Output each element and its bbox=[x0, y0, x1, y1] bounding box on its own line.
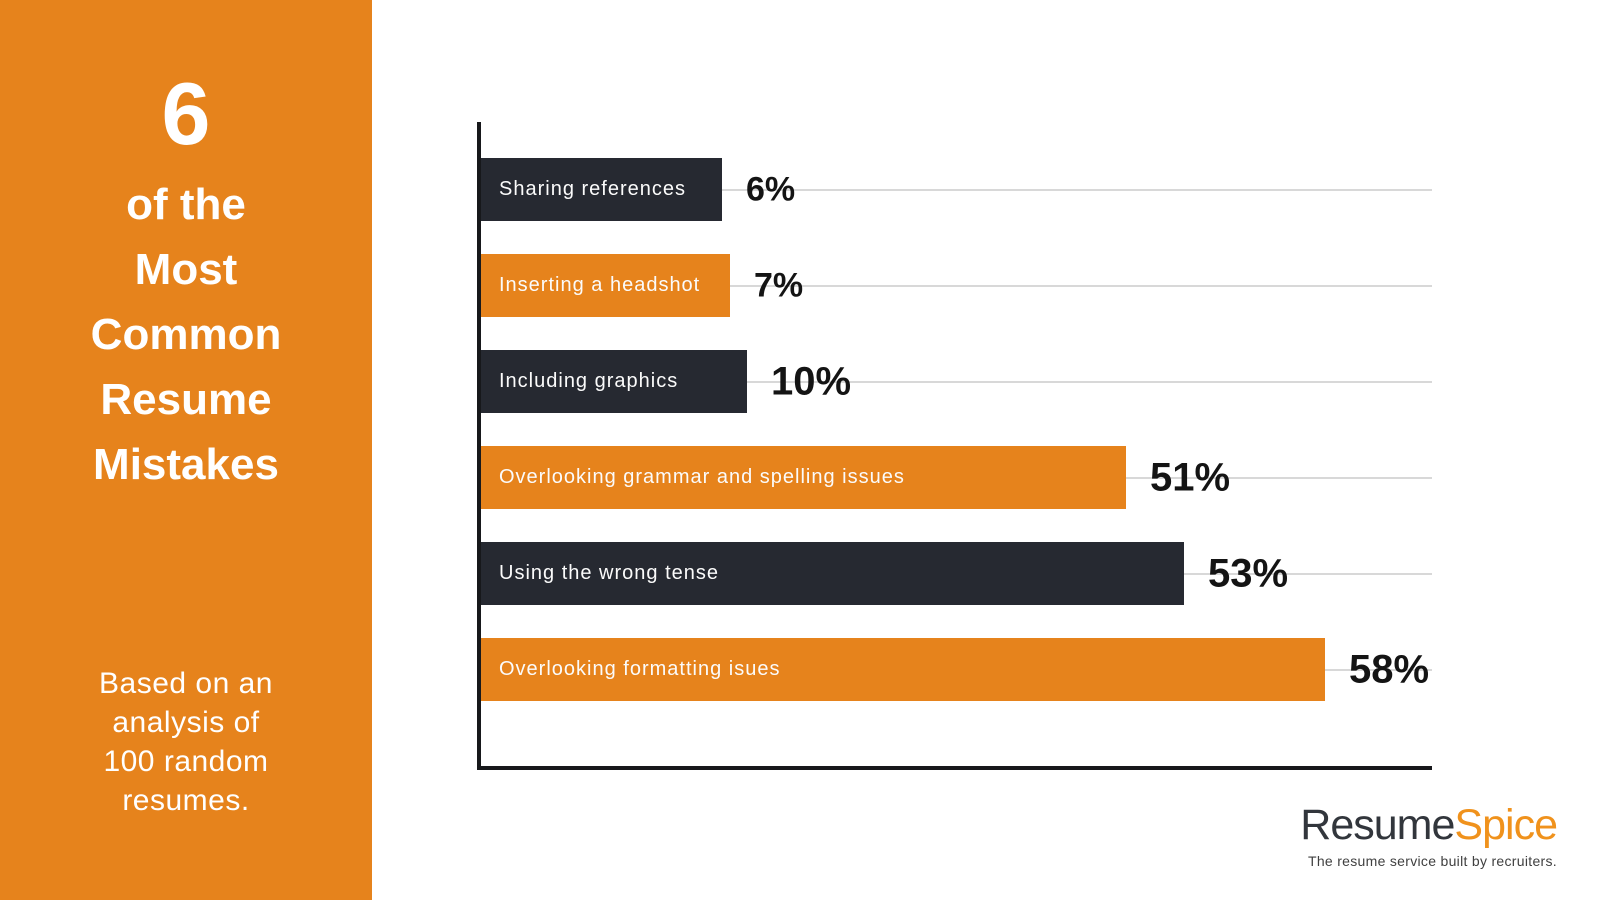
bar: Sharing references bbox=[481, 158, 722, 221]
bar-category-label: Sharing references bbox=[499, 178, 686, 200]
bar-row: Overlooking formatting isues 58% bbox=[481, 638, 1432, 701]
bar: Overlooking grammar and spelling issues bbox=[481, 446, 1126, 509]
big-number: 6 bbox=[161, 64, 211, 163]
brand-tagline: The resume service built by recruiters. bbox=[1307, 853, 1557, 870]
bar: Overlooking formatting isues bbox=[481, 638, 1325, 701]
bar-value-label: 51% bbox=[1150, 455, 1231, 499]
bar-row: Sharing references 6% bbox=[481, 158, 1432, 221]
bar: Using the wrong tense bbox=[481, 542, 1184, 605]
bar-value-label: 6% bbox=[746, 170, 796, 208]
text-line: Common bbox=[90, 310, 282, 359]
sidebar-title: of the Most Common Resume Mistakes bbox=[0, 172, 372, 497]
gridline bbox=[481, 188, 1432, 191]
brand-name-primary: Resume bbox=[1300, 801, 1455, 849]
text-line: analysis of bbox=[112, 706, 260, 739]
text-line: Resume bbox=[100, 375, 272, 424]
brand-name-accent: Spice bbox=[1454, 801, 1558, 849]
bar-row: Including graphics 10% bbox=[481, 350, 1432, 413]
sidebar-panel: 6 of the Most Common Resume Mistakes Based o… bbox=[0, 0, 372, 900]
brand-logo: ResumeSpice The resume service built by … bbox=[1300, 801, 1558, 870]
text-line: of the bbox=[126, 180, 246, 229]
bar-chart-plot: Sharing references 6% Inserting a headsh… bbox=[477, 122, 1432, 770]
bar-category-label: Including graphics bbox=[499, 370, 679, 392]
text-line: resumes. bbox=[122, 784, 250, 817]
bar-category-label: Inserting a headshot bbox=[499, 274, 701, 296]
text-line: 100 random bbox=[103, 745, 269, 778]
text-line: Most bbox=[134, 245, 238, 294]
gridline bbox=[481, 380, 1432, 383]
text-line: Mistakes bbox=[93, 440, 279, 489]
bar: Inserting a headshot bbox=[481, 254, 730, 317]
text-line: Based on an bbox=[99, 667, 273, 700]
sidebar-subtitle: Based on an analysis of 100 random resumes. bbox=[0, 664, 372, 820]
bar-category-label: Overlooking grammar and spelling issues bbox=[499, 466, 905, 488]
bar-value-label: 7% bbox=[754, 266, 804, 304]
bar-row: Overlooking grammar and spelling issues … bbox=[481, 446, 1432, 509]
bar-category-label: Using the wrong tense bbox=[499, 562, 720, 584]
bar-row: Using the wrong tense 53% bbox=[481, 542, 1432, 605]
bar-value-label: 53% bbox=[1208, 551, 1289, 595]
bar-value-label: 58% bbox=[1349, 647, 1430, 691]
bar-category-label: Overlooking formatting isues bbox=[499, 658, 781, 680]
bar-row: Inserting a headshot 7% bbox=[481, 254, 1432, 317]
bar-value-label: 10% bbox=[771, 359, 852, 403]
gridline bbox=[481, 284, 1432, 287]
bar: Including graphics bbox=[481, 350, 747, 413]
brand-logo-name: ResumeSpice bbox=[1300, 801, 1558, 849]
